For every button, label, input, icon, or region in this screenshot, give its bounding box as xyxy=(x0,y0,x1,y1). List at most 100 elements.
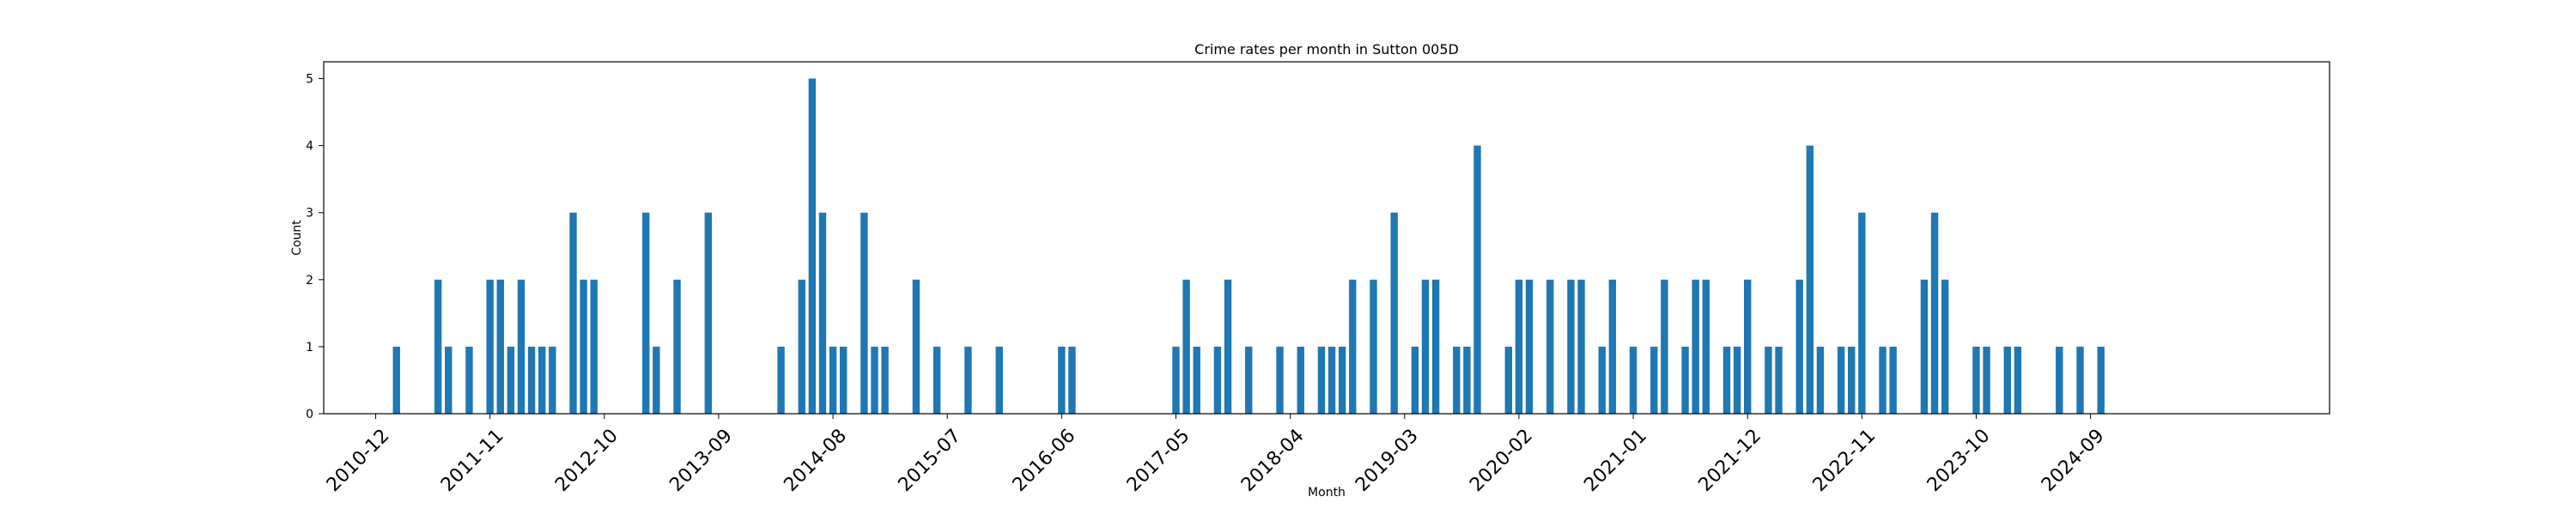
bar-2021-08 xyxy=(1702,279,1710,414)
y-axis: 0 1 2 3 4 5 xyxy=(306,73,324,421)
bar-2022-11 xyxy=(1858,212,1866,414)
bar-2020-05 xyxy=(1546,279,1554,414)
bar-2018-10 xyxy=(1349,279,1357,414)
chart-title: Crime rates per month in Sutton 005D xyxy=(1194,41,1459,58)
bar-2023-07 xyxy=(1941,279,1949,414)
y-tick-label: 2 xyxy=(306,274,313,288)
bar-2012-05 xyxy=(549,346,556,414)
bar-2024-06 xyxy=(2056,346,2063,414)
bar-2018-09 xyxy=(1338,346,1346,414)
bar-2023-11 xyxy=(1983,346,1990,414)
bar-2018-03 xyxy=(1276,346,1284,414)
x-tick-label: 2022-11 xyxy=(1809,425,1880,496)
bar-2022-03 xyxy=(1775,346,1783,414)
bar-2020-07 xyxy=(1567,279,1575,414)
bar-2019-09 xyxy=(1463,346,1471,414)
y-tick-label: 1 xyxy=(306,341,313,354)
bar-2013-03 xyxy=(653,346,660,414)
x-tick-label: 2018-04 xyxy=(1237,425,1309,496)
bar-2022-10 xyxy=(1848,346,1856,414)
bars-group xyxy=(392,78,2105,415)
bar-2022-05 xyxy=(1795,279,1803,414)
bar-2013-08 xyxy=(704,212,713,414)
bar-2012-08 xyxy=(580,279,587,414)
bar-2020-02 xyxy=(1515,279,1523,414)
bar-2022-02 xyxy=(1765,346,1772,414)
bar-2017-05 xyxy=(1172,346,1180,414)
bar-2012-02 xyxy=(517,279,526,414)
bar-2020-11 xyxy=(1608,279,1617,414)
bar-2012-07 xyxy=(569,212,577,414)
bar-2014-08 xyxy=(829,346,837,414)
x-tick-label: 2017-05 xyxy=(1123,425,1194,496)
bar-2019-02 xyxy=(1390,212,1398,414)
bar-2012-04 xyxy=(538,346,546,414)
bar-2021-04 xyxy=(1661,279,1668,414)
bar-2022-07 xyxy=(1816,346,1825,414)
bar-2021-03 xyxy=(1650,346,1658,414)
bar-2015-04 xyxy=(912,279,920,414)
y-axis-label: Count xyxy=(290,220,304,256)
x-tick-label: 2019-03 xyxy=(1352,425,1423,496)
bar-2023-01 xyxy=(1879,346,1886,414)
bar-2014-12 xyxy=(871,346,878,414)
bar-2019-08 xyxy=(1453,346,1461,414)
bar-2020-01 xyxy=(1504,346,1513,414)
bar-2011-06 xyxy=(434,279,442,414)
bar-2018-08 xyxy=(1327,346,1336,414)
bar-2020-10 xyxy=(1598,346,1606,414)
bar-2015-09 xyxy=(964,346,972,414)
bar-2016-07 xyxy=(1068,346,1076,414)
bar-2021-12 xyxy=(1744,279,1752,414)
bar-2021-01 xyxy=(1629,346,1637,414)
bar-2011-09 xyxy=(465,346,473,414)
bar-2016-06 xyxy=(1058,346,1066,414)
bar-2019-05 xyxy=(1421,279,1430,414)
bar-2017-07 xyxy=(1193,346,1200,414)
bar-2019-04 xyxy=(1411,346,1419,414)
bar-2023-06 xyxy=(1930,212,1939,414)
bar-2022-09 xyxy=(1837,346,1845,414)
bar-2014-07 xyxy=(818,212,827,414)
bar-2020-03 xyxy=(1525,279,1534,414)
bar-2011-12 xyxy=(496,279,504,414)
bar-2021-06 xyxy=(1681,346,1689,414)
bar-2014-05 xyxy=(798,279,805,414)
bar-2011-07 xyxy=(445,346,453,414)
x-tick-label: 2023-10 xyxy=(1923,425,1995,496)
bar-2014-09 xyxy=(839,346,848,414)
x-axis-label: Month xyxy=(1308,486,1346,500)
x-tick-label: 2012-10 xyxy=(551,425,623,496)
bar-2015-06 xyxy=(933,346,941,414)
x-tick-label: 2021-01 xyxy=(1580,425,1651,496)
bar-2019-06 xyxy=(1431,279,1440,414)
bar-2014-03 xyxy=(777,346,785,414)
bar-2017-06 xyxy=(1182,279,1190,414)
bar-2021-11 xyxy=(1733,346,1741,414)
bar-2018-05 xyxy=(1297,346,1304,414)
y-tick-label: 4 xyxy=(306,140,313,154)
bar-2012-03 xyxy=(527,346,536,414)
bar-2013-05 xyxy=(673,279,681,414)
bar-2024-10 xyxy=(2097,346,2105,414)
x-tick-label: 2010-12 xyxy=(323,425,394,496)
x-tick-label: 2024-09 xyxy=(2038,425,2109,496)
x-tick-label: 2021-12 xyxy=(1695,425,1766,496)
bar-2014-11 xyxy=(860,212,868,414)
bar-2023-05 xyxy=(1920,279,1929,414)
bar-2021-10 xyxy=(1722,346,1731,414)
bar-2017-12 xyxy=(1245,346,1253,414)
bar-2021-07 xyxy=(1692,279,1699,414)
bar-2012-01 xyxy=(507,346,515,414)
x-tick-label: 2011-11 xyxy=(437,425,508,496)
plot-frame xyxy=(323,61,2330,415)
x-tick-label: 2014-08 xyxy=(780,425,851,496)
bar-2024-02 xyxy=(2014,346,2022,414)
bar-2023-02 xyxy=(1889,346,1897,414)
bar-2019-10 xyxy=(1473,145,1481,414)
bar-2015-01 xyxy=(881,346,889,414)
x-tick-label: 2015-07 xyxy=(895,425,966,496)
bar-2017-09 xyxy=(1213,346,1222,414)
bar-2018-07 xyxy=(1317,346,1326,414)
